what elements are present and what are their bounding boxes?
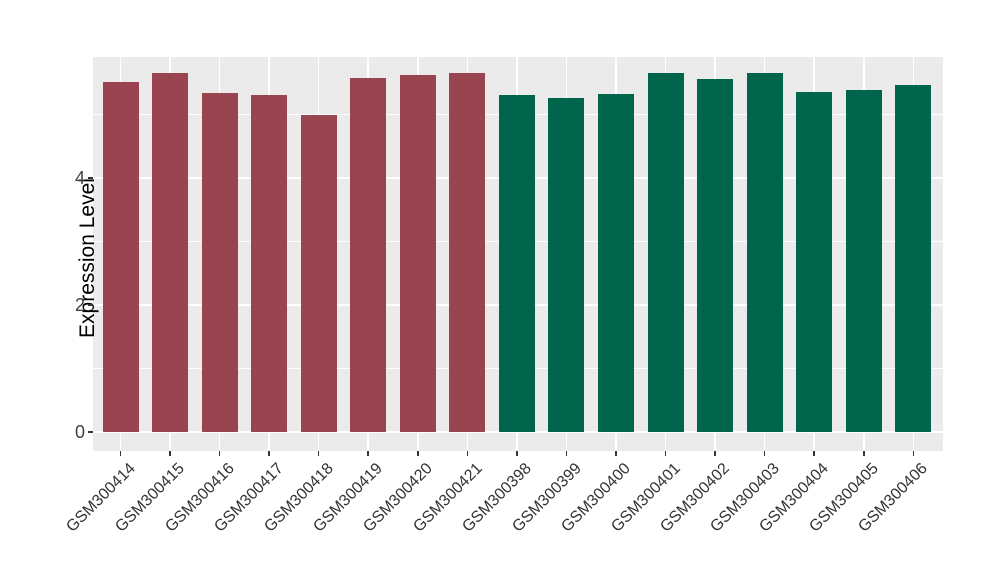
y-tick-label: 4 (74, 168, 85, 188)
bar-GSM300415 (152, 72, 189, 432)
y-axis-title: Expression Level (76, 178, 99, 338)
bar-GSM300404 (796, 91, 833, 432)
x-tick-mark (169, 451, 171, 456)
bar-GSM300417 (251, 94, 288, 432)
bar-GSM300401 (647, 72, 684, 432)
major-gridline (93, 431, 943, 433)
x-tick-mark (417, 451, 419, 456)
plot-panel (93, 57, 943, 451)
x-tick-mark (714, 451, 716, 456)
y-tick-label: 2 (74, 295, 85, 315)
x-tick-mark (466, 451, 469, 456)
bar-GSM300418 (300, 115, 337, 432)
y-tick-mark (88, 431, 93, 433)
bar-GSM300402 (697, 78, 734, 432)
bar-GSM300421 (449, 73, 486, 432)
bar-GSM300406 (895, 84, 932, 432)
x-tick-mark (615, 451, 617, 456)
bar-GSM300400 (598, 94, 634, 432)
x-tick-mark (367, 451, 370, 456)
bar-GSM300419 (350, 77, 387, 432)
x-tick-mark (813, 451, 815, 456)
x-tick-mark (763, 451, 766, 456)
x-tick-mark (862, 451, 865, 456)
bar-GSM300416 (201, 92, 238, 432)
x-tick-mark (664, 451, 667, 456)
bar-GSM300398 (498, 94, 535, 432)
x-tick-mark (218, 451, 221, 456)
bar-GSM300399 (548, 97, 585, 432)
x-tick-mark (317, 451, 320, 456)
y-tick-mark (88, 304, 93, 306)
y-tick-mark (88, 177, 93, 179)
bar-GSM300414 (102, 82, 139, 432)
bar-GSM300420 (399, 75, 436, 432)
x-tick-mark (912, 451, 915, 456)
bar-GSM300405 (845, 89, 882, 432)
y-tick-label: 0 (74, 422, 85, 442)
x-tick-mark (516, 451, 518, 456)
x-tick-mark (565, 451, 568, 456)
x-tick-mark (268, 451, 270, 456)
x-tick-mark (119, 451, 122, 456)
bar-GSM300403 (746, 72, 783, 432)
